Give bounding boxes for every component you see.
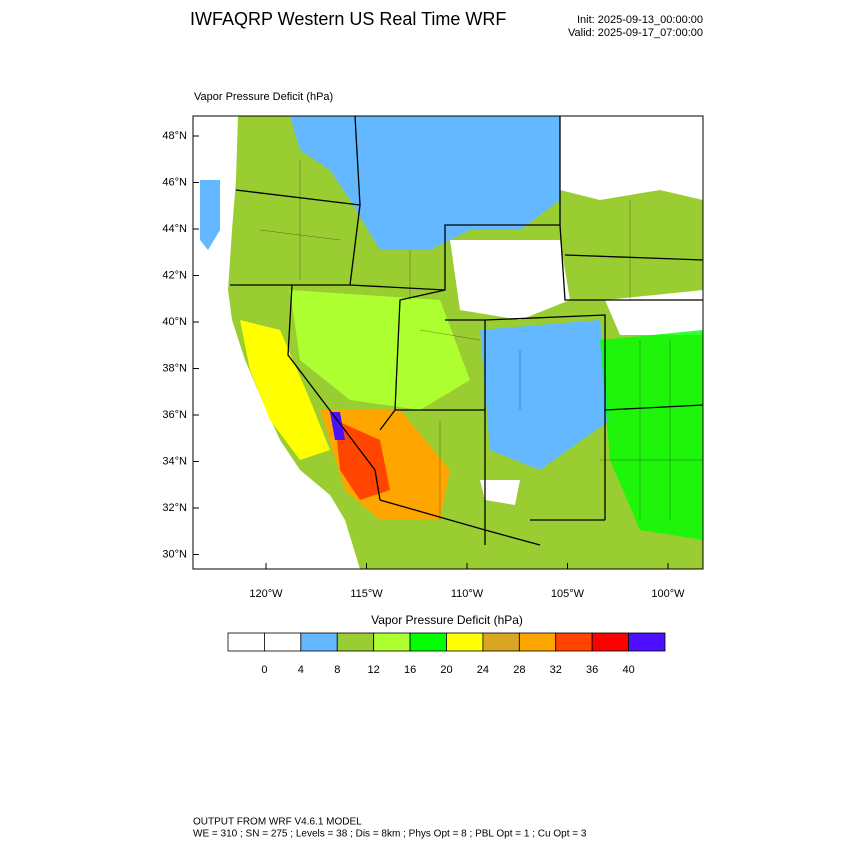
colorbar-title: Vapor Pressure Deficit (hPa) [371,613,523,627]
death-valley [330,412,345,440]
greenyellow-basin [290,290,470,410]
colorbar-label: 28 [513,664,525,676]
field-label: Vapor Pressure Deficit (hPa) [194,91,333,103]
low-vpd-ne [560,116,703,200]
lon-label: 110°W [451,588,484,600]
offshore-patch [200,180,220,250]
colorbar-box [264,632,302,652]
footer-line: OUTPUT FROM WRF V4.6.1 MODEL [193,817,362,828]
colorbar-label: 0 [261,664,267,676]
green-east [600,330,703,540]
lat-label: 40°N [162,316,187,328]
colorbar-box [482,632,520,652]
lat-label: 30°N [162,548,187,560]
low-vpd-center [450,240,570,320]
lat-label: 42°N [162,269,187,281]
low-vpd-east [605,290,703,335]
lat-label: 36°N [162,409,187,421]
colorbar-box [518,632,557,652]
valid-time: Valid: 2025-09-17_07:00:00 [568,27,703,39]
colorbar-label: 40 [622,664,634,676]
colorbar-box [373,632,411,652]
map-frame [192,115,704,570]
footer-line: WE = 310 ; SN = 275 ; Levels = 38 ; Dis … [193,829,587,840]
colorbar-box [628,632,666,652]
colorbar-box [555,632,593,652]
lon-label: 100°W [651,588,685,600]
lon-label: 105°W [551,588,585,600]
blue-central [480,320,610,470]
lat-label: 34°N [162,455,187,467]
colorbar-label: 36 [586,664,598,676]
low-vpd-nm [480,480,520,505]
colorbar-label: 4 [298,664,304,676]
colorbar-label: 20 [440,664,452,676]
colorbar-box [409,632,447,652]
colorbar-label: 16 [404,664,416,676]
colorbar-box [300,632,338,652]
colorbar-label: 12 [368,664,380,676]
lat-label: 44°N [162,223,187,235]
state-borders [230,116,703,546]
axis-labels: 48°N 46°N 44°N 42°N 40°N 38°N 36°N 34°N 32°N 30°N… [162,130,685,600]
map-field [193,116,703,569]
lat-label: 38°N [162,362,187,374]
colorbar-box [446,632,484,652]
title: IWFAQRP Western US Real Time WRF [190,9,506,29]
lon-label: 120°W [249,588,283,600]
map: 48°N 46°N 44°N 42°N 40°N 38°N 36°N 34°N 32°N 30°N… [162,115,704,600]
colorbar-label: 24 [477,664,489,676]
colorbar-label: 8 [334,664,340,676]
colorbar-box [336,632,375,652]
colorbar-box [591,632,629,652]
colorbar-box [227,632,265,652]
lat-label: 46°N [162,176,187,188]
init-time: Init: 2025-09-13_00:00:00 [577,14,703,26]
ca-valley [240,320,330,460]
lat-label: 48°N [162,130,187,142]
lon-label: 115°W [350,588,383,600]
colorbar: 0 4 8 12 16 20 24 28 32 36 40 [227,632,666,676]
colorbar-label: 32 [550,664,562,676]
lat-label: 32°N [162,502,187,514]
